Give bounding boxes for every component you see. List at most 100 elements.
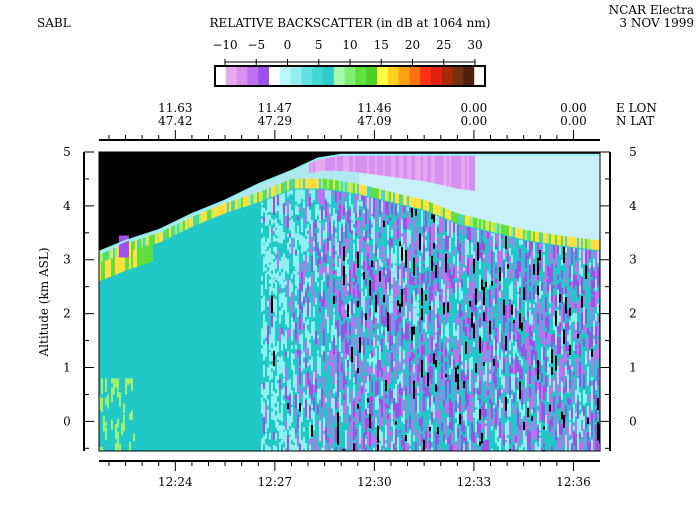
aerosol-streak xyxy=(371,198,373,215)
aerosol-streak xyxy=(333,398,335,416)
cloud-layer xyxy=(299,178,301,189)
low-backscatter-streak xyxy=(471,300,473,311)
low-backscatter-streak xyxy=(337,351,339,366)
aerosol-streak xyxy=(295,288,297,296)
cloud-layer xyxy=(465,215,467,226)
low-backscatter-streak xyxy=(297,332,299,345)
no-data-region xyxy=(201,152,203,211)
no-data-region xyxy=(587,152,589,155)
aerosol-streak xyxy=(425,313,427,333)
low-backscatter-streak xyxy=(543,449,545,451)
low-backscatter-streak xyxy=(597,290,599,299)
low-backscatter-streak xyxy=(403,371,405,390)
low-backscatter-streak xyxy=(533,389,535,407)
low-backscatter-streak xyxy=(403,206,405,213)
aerosol-streak xyxy=(317,355,319,374)
upper-haze-column xyxy=(375,154,377,175)
plot-image xyxy=(99,152,600,451)
low-backscatter-streak xyxy=(589,406,591,422)
low-backscatter-streak xyxy=(445,417,447,437)
low-backscatter-streak xyxy=(465,313,467,324)
low-backscatter-streak xyxy=(327,360,329,366)
low-backscatter-streak xyxy=(567,247,569,259)
colorbar-segment xyxy=(355,66,367,86)
low-backscatter-streak xyxy=(593,436,595,450)
low-backscatter-streak xyxy=(305,207,307,224)
surface-aerosol-streak xyxy=(105,378,107,392)
low-backscatter-streak xyxy=(543,331,545,345)
low-backscatter-streak xyxy=(349,425,351,437)
low-backscatter-streak xyxy=(287,396,289,401)
low-backscatter-streak xyxy=(403,335,405,339)
no-data-region xyxy=(501,152,503,155)
aerosol-streak xyxy=(583,306,585,325)
low-backscatter-streak xyxy=(431,292,433,301)
cloud-layer xyxy=(133,240,135,251)
low-backscatter-streak xyxy=(397,265,399,280)
aerosol-streak xyxy=(403,363,405,370)
cloud-layer xyxy=(239,198,241,209)
low-backscatter-streak xyxy=(545,264,547,284)
no-data-region xyxy=(427,152,429,155)
low-backscatter-streak xyxy=(527,321,529,333)
low-backscatter-streak xyxy=(357,392,359,401)
aerosol-streak xyxy=(393,388,395,399)
low-backscatter-streak xyxy=(427,442,429,451)
cloud-layer xyxy=(407,196,409,207)
upper-haze-column xyxy=(463,154,465,190)
longitude-label: 11.63 xyxy=(158,101,192,115)
low-backscatter-streak xyxy=(409,323,411,329)
low-backscatter-streak xyxy=(373,348,375,356)
low-backscatter-streak xyxy=(359,360,361,378)
aerosol-streak xyxy=(539,281,541,299)
low-backscatter-streak xyxy=(355,429,357,437)
low-backscatter-streak xyxy=(523,421,525,431)
aerosol-streak xyxy=(583,249,585,265)
low-backscatter-streak xyxy=(389,271,391,290)
low-backscatter-streak xyxy=(541,402,543,421)
low-backscatter-streak xyxy=(539,382,541,400)
low-backscatter-streak xyxy=(325,266,327,276)
low-backscatter-streak xyxy=(265,404,267,420)
low-backscatter-streak xyxy=(515,436,517,443)
low-backscatter-streak xyxy=(593,352,595,361)
low-backscatter-streak xyxy=(555,245,557,264)
cloud-layer xyxy=(541,232,543,243)
low-backscatter-streak xyxy=(551,416,553,427)
cloud-layer xyxy=(171,226,173,237)
low-backscatter-streak xyxy=(549,388,551,402)
low-backscatter-streak xyxy=(319,252,321,264)
low-backscatter-streak xyxy=(387,414,389,420)
low-backscatter-streak xyxy=(387,352,389,363)
aerosol-streak xyxy=(569,410,571,421)
low-backscatter-streak xyxy=(315,233,317,252)
low-backscatter-streak xyxy=(369,219,371,235)
aerosol-streak xyxy=(429,419,431,427)
low-backscatter-streak xyxy=(333,295,335,304)
cloud-layer xyxy=(315,178,317,189)
no-data-region xyxy=(163,152,165,229)
aerosol-streak xyxy=(375,397,377,410)
low-backscatter-streak xyxy=(533,275,535,283)
aerosol-streak xyxy=(423,322,425,329)
aerosol-streak xyxy=(369,354,371,366)
aerosol-streak xyxy=(363,230,365,237)
low-backscatter-streak xyxy=(369,280,371,296)
aerosol-streak xyxy=(573,312,575,322)
low-backscatter-streak xyxy=(285,351,287,357)
upper-haze-column xyxy=(471,154,473,191)
low-backscatter-streak xyxy=(459,337,461,353)
low-backscatter-streak xyxy=(393,285,395,304)
low-backscatter-streak xyxy=(573,274,575,290)
aerosol-streak xyxy=(279,425,281,440)
time-axis-label: 12:33 xyxy=(457,475,492,489)
no-data-region xyxy=(183,152,185,219)
no-data-region xyxy=(391,152,393,155)
aerosol-streak xyxy=(271,273,273,292)
lon-axis-title: E LON xyxy=(616,101,657,115)
cloud-layer xyxy=(531,230,533,241)
low-backscatter-streak xyxy=(357,251,359,268)
low-backscatter-streak xyxy=(397,388,399,401)
aerosol-streak xyxy=(317,350,319,355)
